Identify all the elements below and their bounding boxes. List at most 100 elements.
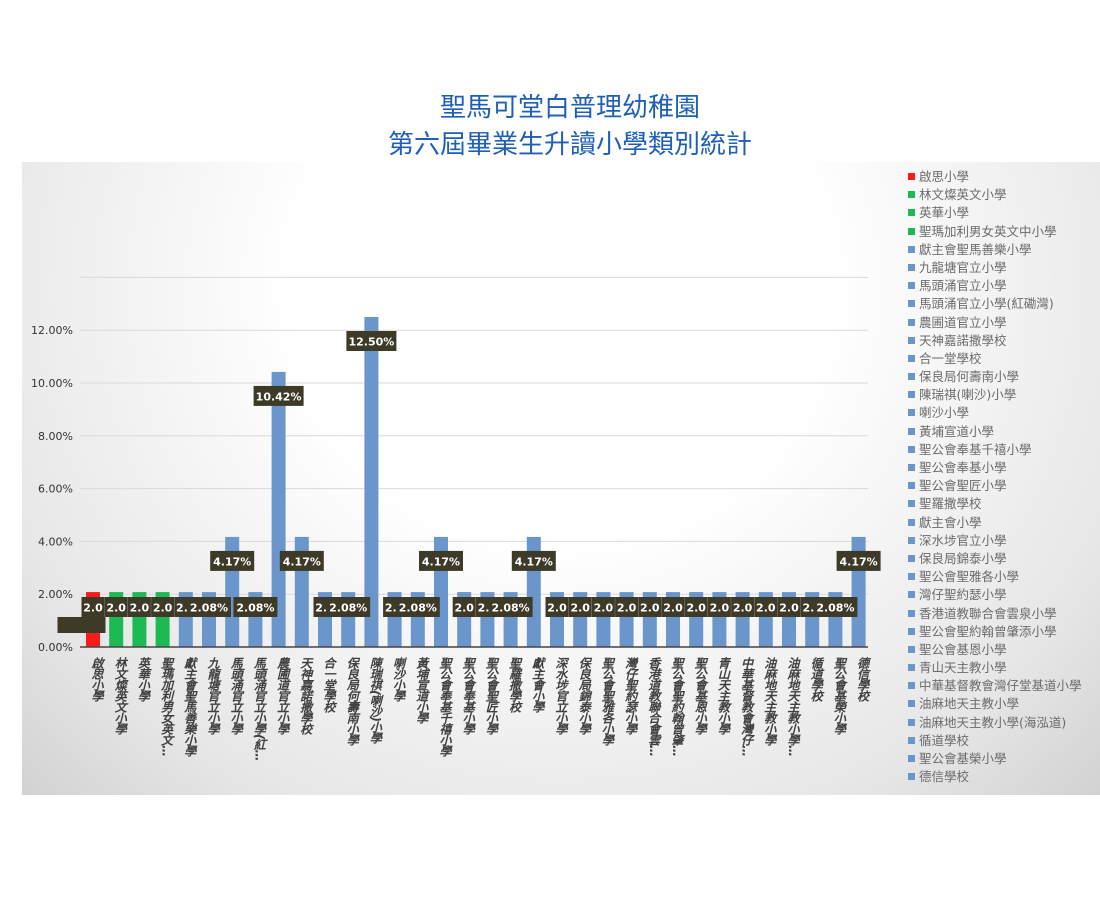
x-tick-label: 林文燦英文小學: [112, 657, 127, 736]
legend-label: 聖公會聖雅各小學: [919, 569, 1020, 585]
data-label-box: [452, 597, 476, 617]
data-label-box: [233, 597, 278, 617]
data-label: 12.50%: [348, 336, 394, 349]
x-tick-label: 啟思小學: [89, 657, 104, 703]
legend-swatch: [908, 518, 915, 526]
legend-item: 聖瑪加利男女英文中小學: [908, 223, 1100, 241]
legend-label: 聖羅撒學校: [919, 496, 982, 512]
data-label-box: [210, 550, 255, 571]
x-tick-label: 獻主會聖馬善樂小學: [181, 657, 197, 758]
x-tick-label: 中華基督教會灣仔…: [738, 657, 754, 756]
x-tick-label: 深水埗官立小學: [553, 657, 568, 736]
legend-swatch: [908, 718, 915, 726]
data-label-box: [813, 597, 858, 617]
data-label-box: [346, 331, 397, 351]
legend-label: 中華基督教會灣仔堂基道小學: [919, 678, 1082, 694]
legend-swatch: [908, 591, 915, 599]
x-tick-label: 青山天主教小學: [715, 657, 730, 736]
legend-label: 黃埔宣道小學: [919, 423, 995, 439]
legend-swatch: [908, 645, 915, 653]
legend-label: 啟思小學: [919, 169, 970, 184]
legend-label: 英華小學: [919, 205, 970, 221]
legend-swatch: [908, 682, 915, 690]
legend-label: 香港道教聯合會雲泉小學: [919, 605, 1057, 621]
legend-item: 九龍塘官立小學: [908, 259, 1100, 277]
legend-swatch: [908, 554, 915, 562]
legend-item: 農圃道官立小學: [908, 314, 1100, 332]
legend-label: 天神嘉諾撒學校: [919, 332, 1007, 348]
x-tick-label: 灣仔聖約瑟小學: [623, 657, 638, 736]
title-line-1: 聖馬可堂白普理幼稚園: [439, 93, 700, 123]
legend-item: 聖公會基恩小學: [908, 641, 1100, 659]
legend-swatch: [908, 573, 915, 581]
legend-swatch: [908, 500, 915, 508]
bar: [271, 371, 286, 647]
data-label-box: [638, 597, 662, 617]
data-label-box: [279, 550, 324, 571]
data-label-box: [591, 597, 615, 617]
data-label: 4.17%: [283, 555, 321, 568]
legend-swatch: [908, 773, 915, 781]
legend-item: 油麻地天主教小學: [908, 695, 1100, 713]
x-tick-label: 農圃道官立小學: [275, 657, 290, 736]
chart-title: 聖馬可堂白普理幼稚園 第六屆畢業生升讀小學類別統計: [0, 90, 1100, 164]
legend-swatch: [908, 409, 915, 417]
data-label-box: [104, 597, 128, 617]
legend-item: 馬頭涌官立小學(紅磡灣): [908, 295, 1100, 313]
legend-label: 聖公會奉基千禧小學: [919, 441, 1032, 457]
x-tick-label: 馬頭涌官立小學(紅…: [250, 657, 266, 760]
x-tick-label: 天神嘉諾撒學校: [298, 657, 313, 736]
legend-item: 聖羅撒學校: [908, 495, 1100, 513]
legend-swatch: [908, 282, 915, 290]
legend-item: 陳瑞祺(喇沙)小學: [908, 386, 1100, 404]
legend-item: 聖公會基榮小學: [908, 750, 1100, 768]
legend-item: 林文燦英文小學: [908, 186, 1100, 204]
data-label-box: [615, 597, 639, 617]
legend-label: 聖瑪加利男女英文中小學: [919, 223, 1057, 239]
y-tick-label: 8.00%: [38, 430, 73, 443]
data-label-box: [568, 597, 592, 617]
data-label: 2.0: [733, 602, 753, 615]
legend-item: 獻主會聖馬善樂小學: [908, 241, 1100, 259]
legend-item: 中華基督教會灣仔堂基道小學: [908, 677, 1100, 695]
x-tick-label: 保良局錦泰小學: [576, 657, 591, 736]
x-tick-label: 黃埔宣道小學: [414, 657, 429, 725]
data-label: 2.08%: [190, 602, 228, 615]
legend-item: 馬頭涌官立小學: [908, 277, 1100, 295]
x-tick-label: 聖公會基榮小學: [830, 657, 846, 736]
data-label-box: [754, 597, 778, 617]
data-label: 4.17%: [422, 555, 460, 568]
legend-label: 農圃道官立小學: [919, 314, 1007, 330]
legend-item: 啟思小學: [908, 168, 1100, 186]
legend-label: 聖公會基恩小學: [919, 641, 1007, 657]
x-tick-label: 香港道教聯合會雲…: [645, 657, 661, 756]
data-label: 2.08%: [399, 602, 437, 615]
data-label-box: [836, 550, 881, 571]
data-label: 2.0: [779, 602, 799, 615]
legend-swatch: [908, 427, 915, 435]
data-label-box: [707, 597, 731, 617]
legend-swatch: [908, 373, 915, 381]
legend-swatch: [908, 609, 915, 617]
legend-item: 灣仔聖約瑟小學: [908, 586, 1100, 604]
legend-item: 喇沙小學: [908, 404, 1100, 422]
legend: 啟思小學林文燦英文小學 英華小學聖瑪加利男女英文中小學獻主會聖馬善樂小學 九龍塘官立…: [908, 168, 1100, 786]
data-label: 4.17%: [840, 555, 878, 568]
x-tick-label: 聖公會奉基千禧小學: [436, 657, 452, 758]
legend-label: 合一堂學校: [919, 350, 982, 366]
data-label: 2.0: [710, 602, 730, 615]
legend-swatch: [908, 755, 915, 762]
legend-swatch: [908, 354, 915, 362]
legend-label: 馬頭涌官立小學(紅磡灣): [919, 296, 1054, 312]
legend-item: 天神嘉諾撒學校: [908, 332, 1100, 350]
x-tick-label: 聖公會基恩小學: [691, 657, 707, 736]
legend-label: 聖公會聖約翰曾肇添小學: [919, 623, 1057, 639]
legend-swatch: [908, 173, 915, 180]
data-label: 2.0: [153, 602, 173, 615]
legend-label: 灣仔聖約瑟小學: [919, 587, 1007, 603]
legend-swatch: [908, 263, 915, 271]
x-tick-label: 聖公會聖匠小學: [482, 657, 498, 736]
legend-item: 聖公會奉基千禧小學: [908, 441, 1100, 459]
data-label-box: [731, 597, 755, 617]
x-tick-label: 油麻地天主教小學: [762, 657, 777, 747]
